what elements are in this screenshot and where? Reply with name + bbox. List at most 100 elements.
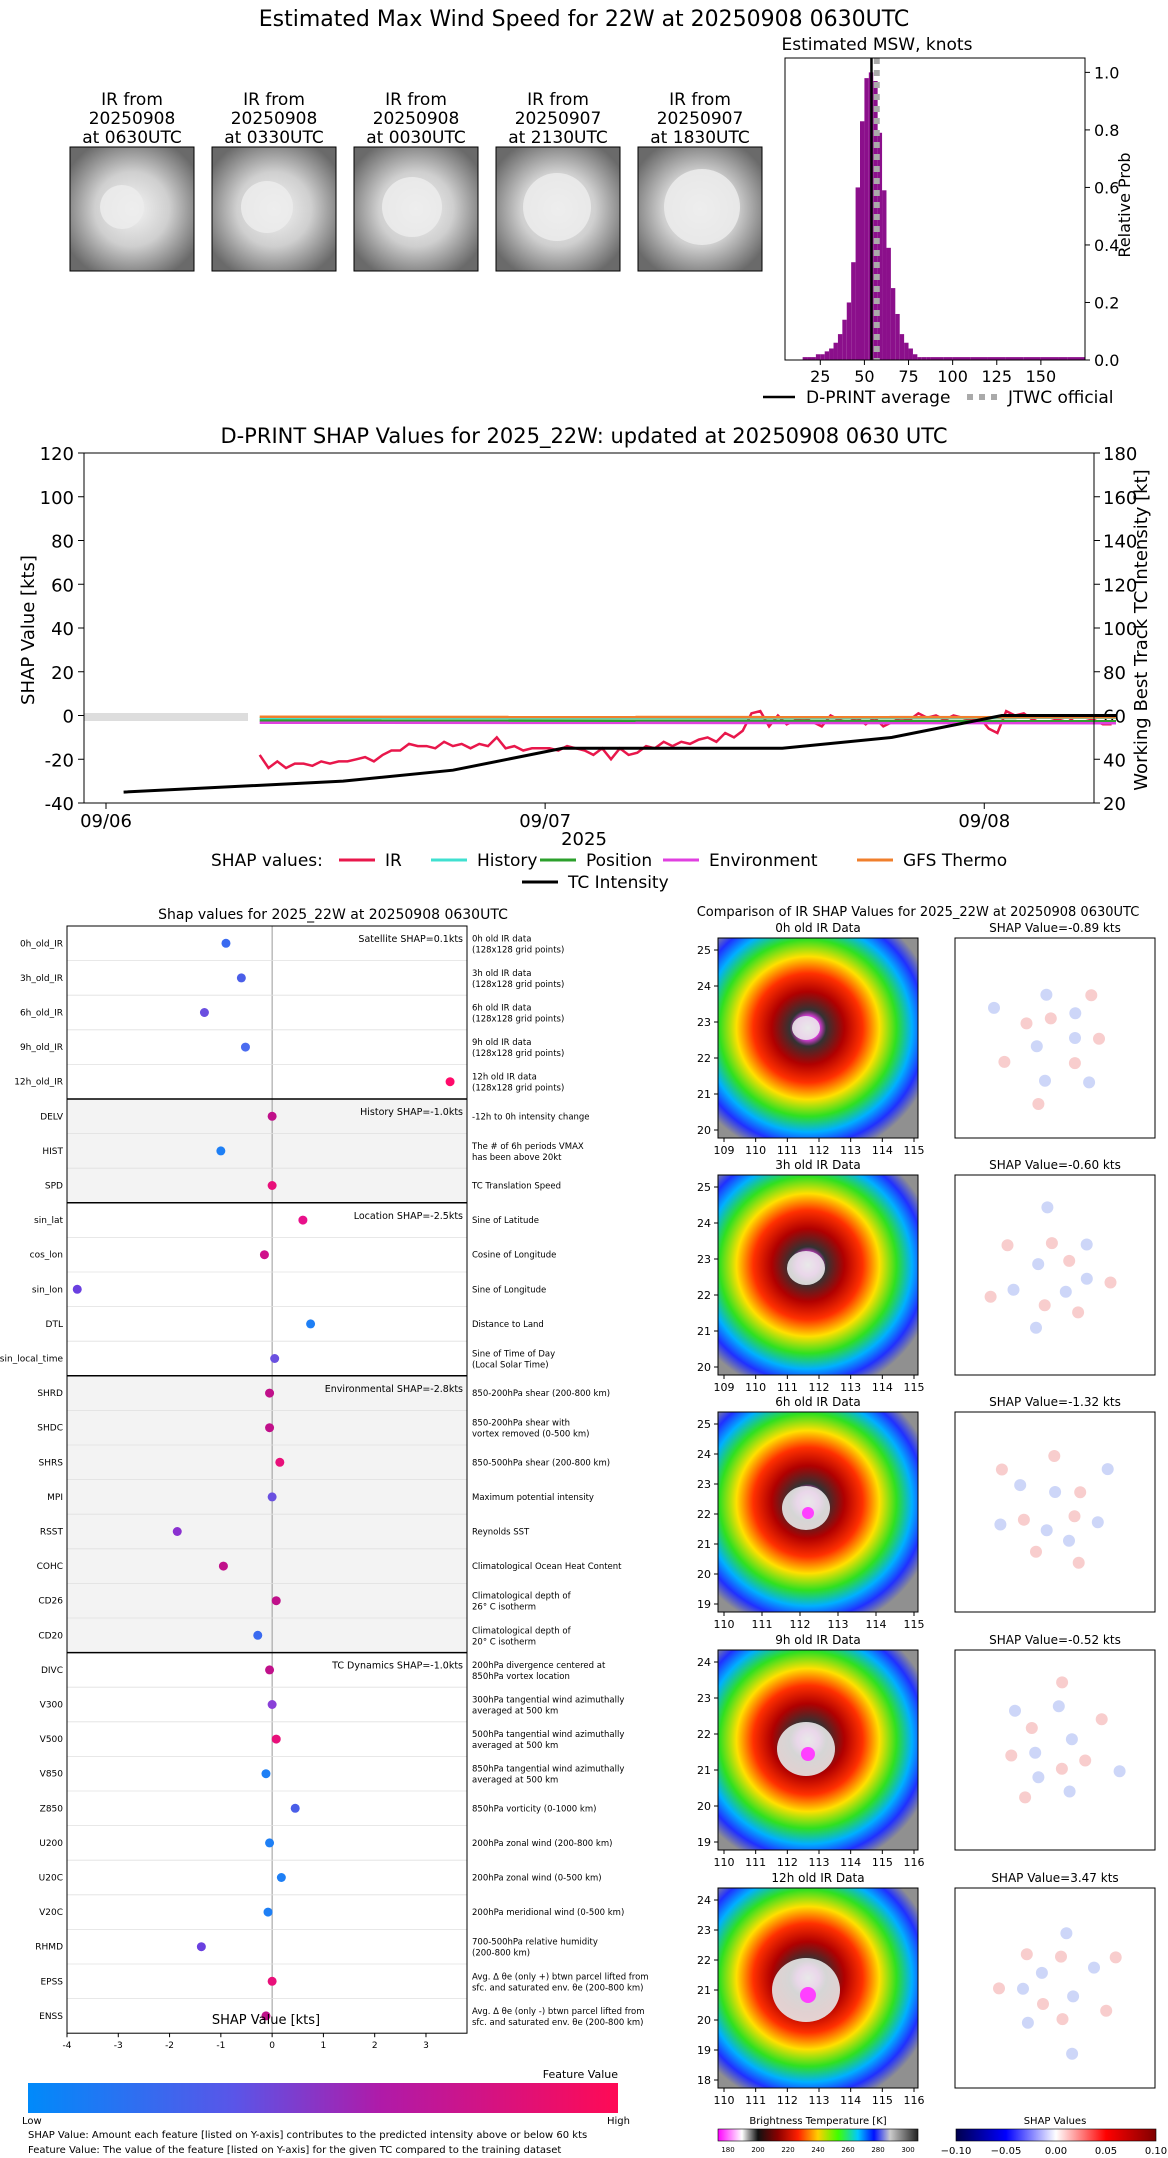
shap-panel-title: SHAP Value=-0.60 kts [989,1158,1121,1172]
ir-ytick-label: 20 [697,1800,711,1813]
feature-name: sin_lat [34,1216,63,1226]
shap-point [221,938,231,948]
feature-name: RHMD [35,1943,63,1953]
shap-blob [1080,1238,1093,1251]
hist-xtick-label: 75 [898,367,918,386]
feature-name: DTL [46,1320,63,1330]
hist-bar [921,357,927,360]
shap-blob [1020,1948,1033,1961]
ir-xtick-label: 112 [790,1618,811,1631]
shap-point [298,1215,308,1225]
shap-tick-label: −0.10 [941,2146,972,2157]
shap-blob [1021,2016,1034,2029]
ts-y2tick-label: 140 [1103,532,1137,553]
feature-description: 200hPa zonal wind (0-500 km) [472,1874,602,1884]
shap-blob [1095,1713,1108,1726]
feature-description: 850hPa vortex location [472,1672,570,1682]
shap-point [261,1769,271,1779]
thumbnail-label: at 1830UTC [650,128,749,148]
hist-bar [877,132,883,360]
feature-description: averaged at 500 km [472,1776,558,1786]
ir-ytick-label: 21 [697,1088,711,1101]
ts-ytick-label: 40 [51,619,74,640]
hist-bar [908,348,913,360]
ts-xtick-label: 09/07 [519,811,571,832]
bee-xtick-label: 2 [372,2041,378,2051]
shap-blob [995,1463,1008,1476]
ts-series-line [259,715,1117,719]
bt-tick-label: 240 [811,2146,824,2154]
ir-ytick-label: 23 [697,1253,711,1266]
hist-bar [1023,357,1041,360]
shap-blob [1101,1463,1114,1476]
shap-point [267,1111,277,1121]
shap-tick-label: 0.00 [1045,2146,1067,2157]
ts-y2tick-label: 20 [1103,794,1126,815]
shap-blob [1039,1074,1051,1087]
ir-xtick-label: 111 [752,1618,773,1631]
bee-title: Shap values for 2025_22W at 20250908 063… [158,907,508,923]
shap-point [290,1803,300,1813]
feature-description: averaged at 500 km [472,1741,558,1751]
feature-name: SPD [45,1182,63,1192]
feature-name: 6h_old_IR [20,1009,63,1019]
hist-frame [784,57,1086,361]
feature-description: 500hPa tangential wind azimuthally [472,1730,624,1740]
feature-description: Climatological Ocean Heat Content [472,1562,622,1572]
bt-colorbar-ticks: 180 200 220 240 260 280 300 [721,2146,914,2154]
ts-y2tick-label: 100 [1103,619,1137,640]
ir-ytick-label: 22 [697,1052,711,1065]
cmp-row: 12h old IR Data 110 111 112 113 114 115 116 24 23… [697,1871,1156,2107]
ts-ytick-label: 60 [51,575,74,596]
ir-ytick-label: 20 [697,2014,711,2027]
feature-description: 200hPa divergence centered at [472,1661,606,1671]
ir-ytick-label: 25 [697,944,711,957]
shap-blob [1060,1927,1073,1940]
ts-y2tick-label: 40 [1103,750,1126,771]
ir-ytick-label: 24 [697,1894,711,1907]
shap-blob [1068,1057,1081,1070]
ts-series-line [123,714,1116,794]
hist-bar [837,334,843,360]
hist-xtick-label: 150 [1026,367,1057,386]
ir-ytick-label: 22 [697,1508,711,1521]
ir-xtick-label: 115 [872,1856,893,1869]
feature-name: SHRD [37,1389,63,1399]
hist-bar [890,288,896,360]
feature-description: 850-200hPa shear (200-800 km) [472,1389,610,1399]
feature-name: 9h_old_IR [20,1043,63,1053]
shap-tick-label: −0.05 [991,2146,1022,2157]
feature-colorbar [28,2083,618,2113]
shap-blob [994,1518,1007,1531]
shap-blob [988,1001,1000,1014]
thumbnail-label: 20250908 [89,109,176,129]
ir-ytick-label: 24 [697,980,711,993]
feature-description: 700-500hPa relative humidity [472,1938,598,1948]
shap-tick-label: 0.05 [1095,2146,1117,2157]
hist-bar [926,357,931,360]
feature-name: V850 [40,1770,64,1780]
shap-point [265,1838,275,1848]
shap-blob [1085,989,1098,1002]
ts-ytick-label: 120 [40,444,74,465]
ts-legend-label: Environment [709,851,818,871]
shap-blob [1055,1762,1068,1775]
shap-blob [1030,1321,1042,1334]
shap-blob [1055,1950,1067,1963]
ir-xtick-label: 113 [840,1381,861,1394]
thumbnail-label: 20250907 [657,109,744,129]
feature-name: U200 [39,1839,63,1849]
feature-name: CD26 [38,1597,63,1607]
colorbar-low: Low [22,2116,42,2127]
group-title: Environmental SHAP=-2.8kts [325,1384,463,1395]
ir-xtick-label: 111 [745,2094,766,2107]
cold-core [801,1747,815,1761]
msw-histogram: Estimated MSW, knots Relative Prob 25 50 7… [763,35,1134,408]
feature-name: SHDC [37,1424,63,1434]
shap-point [253,1630,263,1640]
feature-description: vortex removed (0-500 km) [472,1430,589,1440]
